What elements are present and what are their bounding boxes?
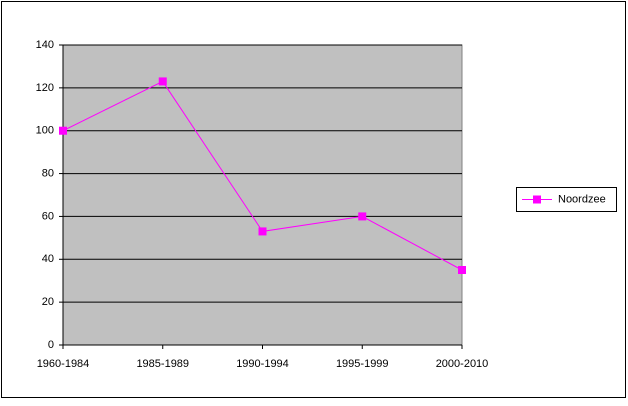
- x-tick-label: 2000-2010: [436, 358, 489, 370]
- point-marker: [158, 77, 167, 86]
- y-tick-label: 60: [42, 210, 54, 222]
- x-tick-label: 1960-1984: [37, 358, 90, 370]
- legend-marker: [533, 195, 541, 204]
- y-tick-label: 80: [42, 167, 54, 179]
- y-tick-label: 0: [48, 339, 54, 351]
- x-tick-label: 1995-1999: [336, 358, 389, 370]
- x-tick-label: 1985-1989: [136, 358, 189, 370]
- legend-label: Noordzee: [558, 193, 606, 205]
- point-marker: [258, 227, 267, 236]
- legend: Noordzee: [516, 187, 617, 212]
- point-marker: [458, 266, 466, 274]
- y-tick-label: 140: [36, 39, 54, 51]
- point-marker: [358, 212, 367, 221]
- plot-area: [62, 44, 463, 346]
- y-tick-label: 100: [36, 125, 54, 137]
- x-tick-label: 1990-1994: [236, 358, 289, 370]
- y-tick-label: 120: [36, 82, 54, 94]
- y-tick-label: 20: [42, 296, 54, 308]
- y-tick-label: 40: [42, 253, 54, 265]
- point-marker: [59, 126, 67, 135]
